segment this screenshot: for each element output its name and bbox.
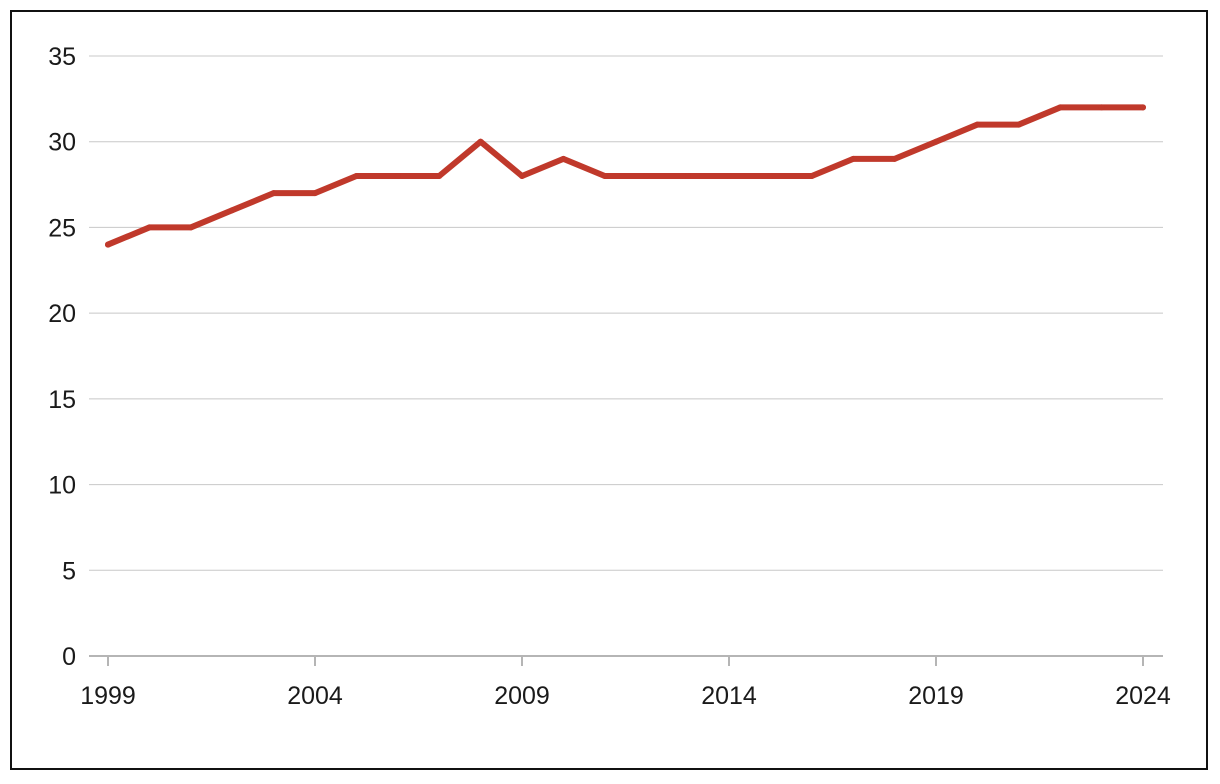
data-point bbox=[808, 173, 815, 179]
data-point bbox=[436, 173, 443, 179]
y-tick-label: 25 bbox=[48, 214, 76, 242]
data-point bbox=[933, 138, 939, 145]
data-point bbox=[767, 173, 774, 179]
y-tick-label: 30 bbox=[48, 129, 76, 157]
data-point bbox=[353, 173, 360, 179]
data-point bbox=[477, 138, 484, 145]
x-tick-label: 2009 bbox=[494, 682, 550, 710]
data-point bbox=[560, 155, 567, 162]
data-point bbox=[519, 173, 525, 179]
x-tick-label: 2004 bbox=[287, 682, 343, 710]
data-point bbox=[312, 190, 318, 197]
data-point bbox=[684, 173, 691, 179]
data-point bbox=[1015, 121, 1022, 128]
x-axis-ticks: 1999 2004 2009 2014 2019 2024 bbox=[80, 656, 1171, 710]
x-tick-label: 2019 bbox=[908, 682, 964, 710]
data-point bbox=[105, 241, 111, 248]
data-point bbox=[974, 121, 981, 128]
chart-frame bbox=[10, 10, 1208, 770]
data-point bbox=[1098, 104, 1105, 111]
data-point bbox=[187, 224, 194, 231]
y-axis-ticks: 0 5 10 15 20 25 30 35 bbox=[48, 43, 76, 671]
data-point bbox=[270, 190, 277, 197]
data-point bbox=[1057, 104, 1064, 111]
x-tick-label: 1999 bbox=[80, 682, 136, 710]
y-tick-label: 15 bbox=[48, 386, 76, 414]
y-tick-label: 0 bbox=[62, 643, 76, 671]
data-point bbox=[229, 207, 236, 214]
x-tick-label: 2024 bbox=[1115, 682, 1171, 710]
data-point bbox=[726, 173, 732, 179]
y-tick-label: 5 bbox=[62, 557, 76, 585]
data-point bbox=[891, 155, 898, 162]
y-tick-label: 10 bbox=[48, 472, 76, 500]
series-layer bbox=[105, 104, 1146, 248]
y-tick-label: 35 bbox=[48, 43, 76, 71]
data-point bbox=[1140, 104, 1146, 111]
series-line bbox=[105, 104, 1146, 248]
gridlines bbox=[89, 55, 1163, 571]
x-tick-label: 2014 bbox=[701, 682, 757, 710]
y-tick-label: 20 bbox=[48, 300, 76, 328]
data-point bbox=[146, 224, 153, 231]
data-point bbox=[643, 173, 650, 179]
data-point bbox=[850, 155, 857, 162]
data-point bbox=[394, 173, 401, 179]
data-point bbox=[601, 173, 608, 179]
